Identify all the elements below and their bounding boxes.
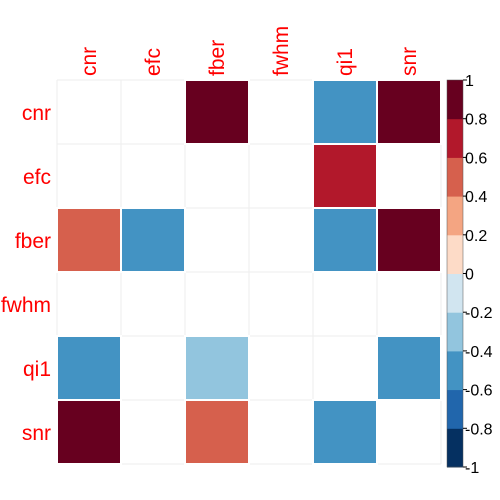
row-labels: cnr efc fber fwhm qi1 snr <box>1 102 51 445</box>
row-label-cnr: cnr <box>22 102 51 125</box>
column-label-fber: fber <box>206 40 229 76</box>
heatmap-cell-qi1-snr <box>376 335 442 401</box>
heatmap-cell-cnr-qi1 <box>312 79 378 145</box>
heatmap-cell-qi1-fber <box>184 335 250 401</box>
colorbar-bin <box>447 118 463 158</box>
colorbar-tick-label: 0 <box>465 267 474 284</box>
row-label-qi1: qi1 <box>23 358 51 381</box>
colorbar-tick-label: 0.6 <box>465 150 487 167</box>
heatmap-cell-fber-efc <box>120 207 186 273</box>
heatmap-cell-cnr-snr <box>376 79 442 145</box>
column-label-cnr: cnr <box>78 47 101 76</box>
heatmap-cells <box>56 79 442 465</box>
heatmap-cell-efc-qi1 <box>312 143 378 209</box>
colorbar-tick-label: 0.8 <box>465 112 487 129</box>
heatmap-cell-fber-snr <box>376 207 442 273</box>
column-label-snr: snr <box>398 47 421 76</box>
heatmap-cell-fber-qi1 <box>312 207 378 273</box>
colorbar-tick-label: -1 <box>465 460 479 477</box>
colorbar-tick-label: -0.4 <box>465 344 493 361</box>
row-label-fber: fber <box>15 230 51 253</box>
heatmap-cell-fber-cnr <box>56 207 122 273</box>
colorbar-bin <box>447 350 463 391</box>
row-label-efc: efc <box>23 166 51 189</box>
colorbar-bin <box>447 234 463 274</box>
colorbar-bin <box>447 196 463 236</box>
column-label-efc: efc <box>142 48 165 76</box>
colorbar-tick-label: 1 <box>465 73 474 90</box>
column-labels: cnr efc fber fwhm qi1 snr <box>78 26 421 76</box>
colorbar-ticks: 1 0.8 0.6 0.4 0.2 0 -0.2 -0.4 -0.6 -0.8 -1 <box>463 73 493 477</box>
colorbar-tick-label: 0.2 <box>465 228 487 245</box>
heatmap-cell-qi1-cnr <box>56 335 122 401</box>
row-label-fwhm: fwhm <box>1 294 51 317</box>
heatmap-cell-snr-fber <box>184 399 250 465</box>
colorbar-bin <box>447 80 463 120</box>
column-label-qi1: qi1 <box>334 48 357 76</box>
colorbar-bin <box>447 389 463 429</box>
colorbar-tick-label: 0.4 <box>465 189 487 206</box>
colorbar <box>446 79 464 468</box>
heatmap-cell-cnr-fber <box>184 79 250 145</box>
row-label-snr: snr <box>22 422 51 445</box>
heatmap-cell-snr-cnr <box>56 399 122 465</box>
colorbar-bin <box>447 312 463 352</box>
colorbar-bin <box>447 157 463 197</box>
colorbar-bin <box>447 428 463 468</box>
column-label-fwhm: fwhm <box>270 26 293 76</box>
colorbar-tick-label: -0.6 <box>465 383 493 400</box>
colorbar-tick-label: -0.2 <box>465 305 493 322</box>
colorbar-bin <box>447 273 463 313</box>
colorbar-tick-label: -0.8 <box>465 421 493 438</box>
heatmap-cell-snr-qi1 <box>312 399 378 465</box>
